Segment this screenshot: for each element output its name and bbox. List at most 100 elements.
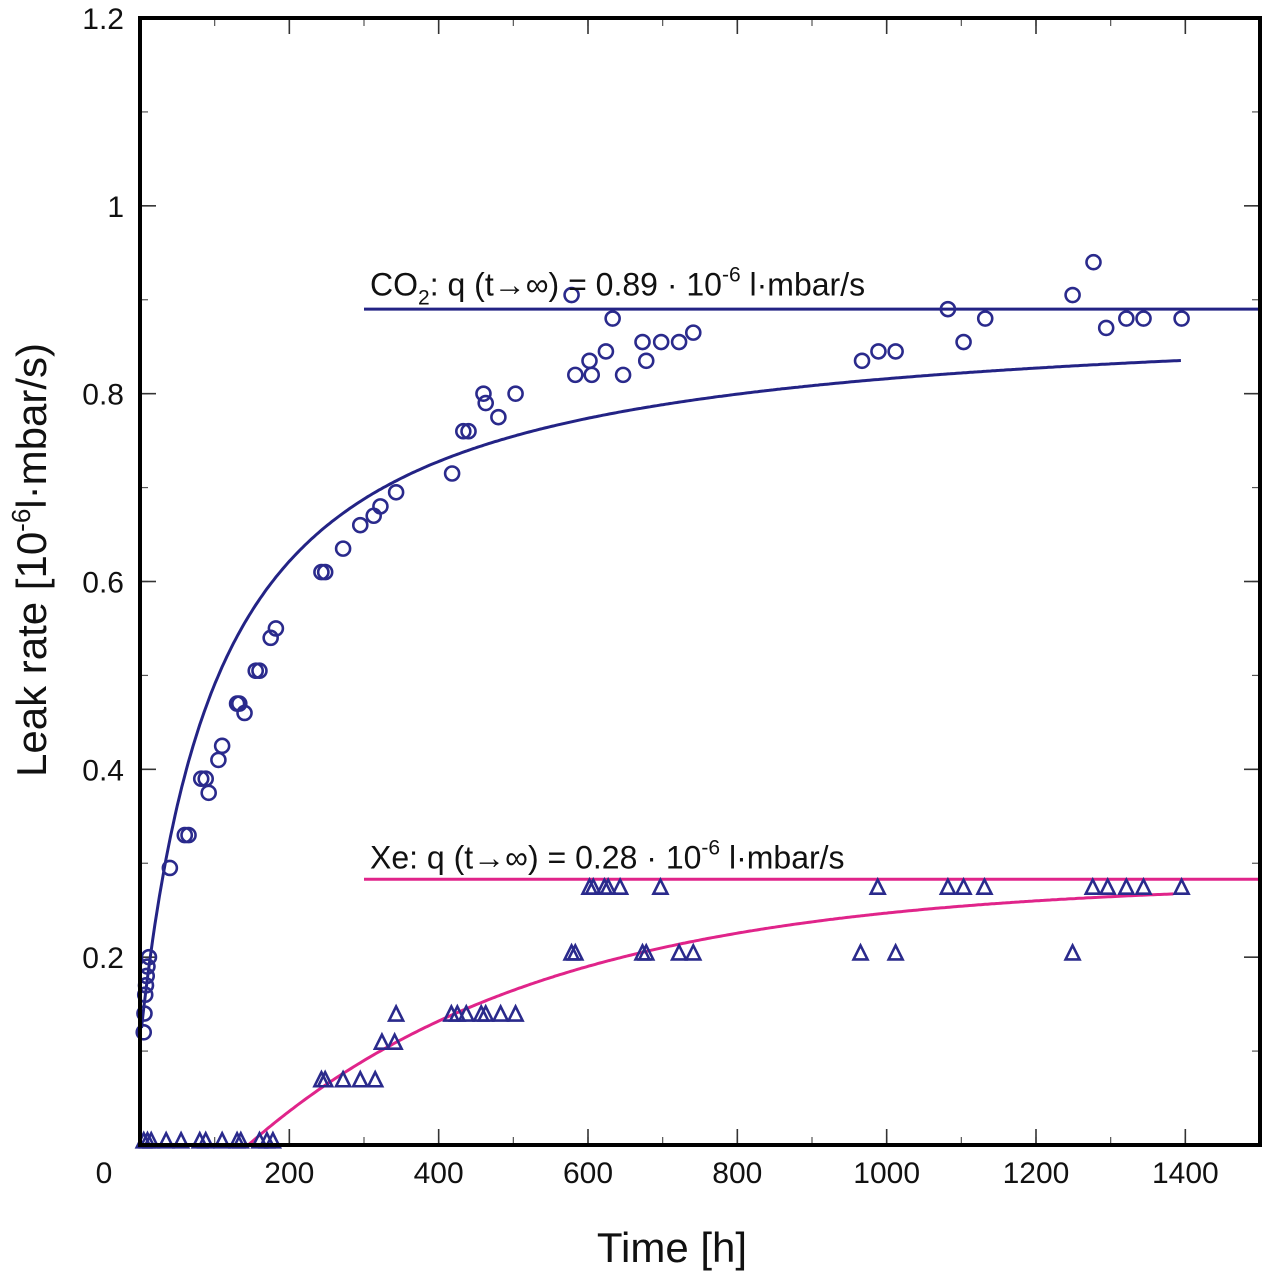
co2-annotation-part-1: CO: [370, 267, 418, 303]
x-tick-label: 1000: [853, 1157, 920, 1190]
co2-annotation-part-3: l·mbar/s: [741, 267, 865, 303]
y-tick-label: 1: [107, 191, 124, 224]
xe-data-point: [1083, 876, 1102, 896]
xe-data-point: [196, 1130, 215, 1149]
data-markers: [134, 253, 1191, 1149]
co2-annotation-sub: 2: [418, 287, 430, 310]
xe-data-point: [372, 1031, 392, 1050]
co2-annotation-part-2: : q (t→∞) = 0.89 · 10: [430, 267, 722, 303]
xe-data-point: [387, 1003, 406, 1022]
xe-annotation-part-1: Xe: q (t→∞) = 0.28 · 10: [370, 840, 701, 876]
xe-data-point: [333, 1069, 353, 1088]
co2-data-point: [583, 366, 601, 384]
x-tick-label: 600: [563, 1157, 613, 1190]
co2-fit-curve: [140, 359, 1181, 1029]
xe-data-point: [651, 876, 670, 896]
co2-data-point: [455, 422, 472, 440]
co2-data-point: [477, 394, 495, 412]
xe-data-point: [975, 876, 994, 896]
xe-data-point: [231, 1130, 250, 1149]
xe-data-point: [611, 876, 630, 896]
xe-data-point: [938, 876, 957, 896]
xe-data-point: [584, 876, 603, 896]
co2-data-point: [652, 333, 670, 351]
xe-annotation-sup: -6: [701, 837, 720, 860]
xe-data-point: [316, 1069, 335, 1088]
xe-data-point: [157, 1130, 176, 1149]
co2-data-point: [387, 483, 405, 501]
plot-frame: [138, 16, 1262, 1147]
co2-data-point: [563, 286, 580, 304]
xe-data-point: [506, 1003, 525, 1022]
xe-data-point: [599, 876, 618, 896]
tick-labels: 0 200 400 600 800 1000 1200 1400 0.2 0.4 0.6 0.8 1 1.…: [82, 3, 1218, 1190]
xe-data-point: [171, 1130, 191, 1149]
y-tick-label: 0.4: [82, 754, 124, 787]
co2-data-point: [1085, 253, 1102, 271]
co2-data-point: [210, 751, 227, 769]
xe-data-point: [263, 1130, 283, 1149]
xe-data-point: [448, 1003, 467, 1022]
co2-data-point: [351, 516, 369, 534]
xe-fit-curve: [247, 892, 1174, 1147]
co2-data-point: [475, 385, 492, 402]
x-tick-label: 0: [96, 1157, 113, 1190]
co2-data-point: [1118, 310, 1135, 327]
co2-data-point: [1173, 310, 1190, 327]
x-tick-label: 1400: [1152, 1157, 1219, 1190]
co2-data-point: [200, 784, 217, 802]
co2-data-point: [976, 310, 994, 327]
xe-data-point: [457, 1003, 476, 1022]
xe-data-point: [1172, 876, 1191, 896]
co2-data-point: [1064, 286, 1081, 304]
x-axis-label: Time [h]: [597, 1224, 747, 1271]
co2-annotation: CO2: q (t→∞) = 0.89 · 10-6 l·mbar/s: [370, 264, 865, 310]
xe-data-point: [669, 942, 689, 961]
xe-data-point: [213, 1130, 232, 1149]
xe-data-point: [637, 942, 656, 961]
y-axis-label-suffix: l·mbar/s): [8, 343, 55, 509]
co2-data-point: [614, 366, 632, 384]
major-ticks: [140, 18, 1260, 1145]
y-axis-label: Leak rate [10-6l·mbar/s): [6, 343, 55, 777]
co2-data-point: [460, 422, 477, 440]
co2-data-point: [939, 300, 957, 318]
xe-data-point: [684, 942, 703, 961]
co2-data-point: [316, 563, 334, 581]
co2-data-point: [1135, 310, 1152, 327]
co2-data-point: [887, 343, 904, 360]
co2-data-point: [853, 352, 871, 370]
y-axis-label-prefix: Leak rate [10: [8, 532, 55, 777]
co2-data-point: [507, 385, 524, 402]
co2-data-point: [192, 770, 210, 788]
co2-data-point: [604, 310, 621, 327]
co2-data-point: [567, 366, 584, 384]
xe-data-point: [886, 942, 905, 961]
xe-annotation: Xe: q (t→∞) = 0.28 · 10-6 l·mbar/s: [370, 837, 845, 876]
x-tick-label: 200: [264, 1157, 314, 1190]
co2-data-point: [490, 408, 507, 426]
co2-data-point: [236, 704, 253, 722]
co2-data-point: [372, 498, 389, 515]
xe-data-point: [1098, 876, 1117, 896]
minor-ticks: [140, 18, 1260, 1145]
co2-data-point: [1097, 319, 1115, 337]
co2-data-point: [684, 324, 702, 341]
co2-data-point: [955, 333, 972, 351]
co2-data-point: [334, 540, 352, 557]
y-tick-label: 1.2: [82, 3, 124, 36]
y-tick-label: 0.6: [82, 567, 124, 600]
co2-data-point: [443, 465, 461, 482]
x-tick-label: 1200: [1003, 1157, 1070, 1190]
co2-data-point: [251, 662, 268, 680]
co2-data-point: [135, 1024, 153, 1041]
co2-data-point: [161, 859, 179, 877]
co2-data-point: [136, 1005, 153, 1022]
xe-data-point: [476, 1003, 495, 1022]
y-axis-label-sup: -6: [6, 509, 36, 532]
xe-data-point: [351, 1069, 370, 1088]
xe-data-point: [385, 1031, 404, 1050]
co2-data-point: [634, 333, 651, 351]
xe-data-point: [1134, 876, 1153, 896]
